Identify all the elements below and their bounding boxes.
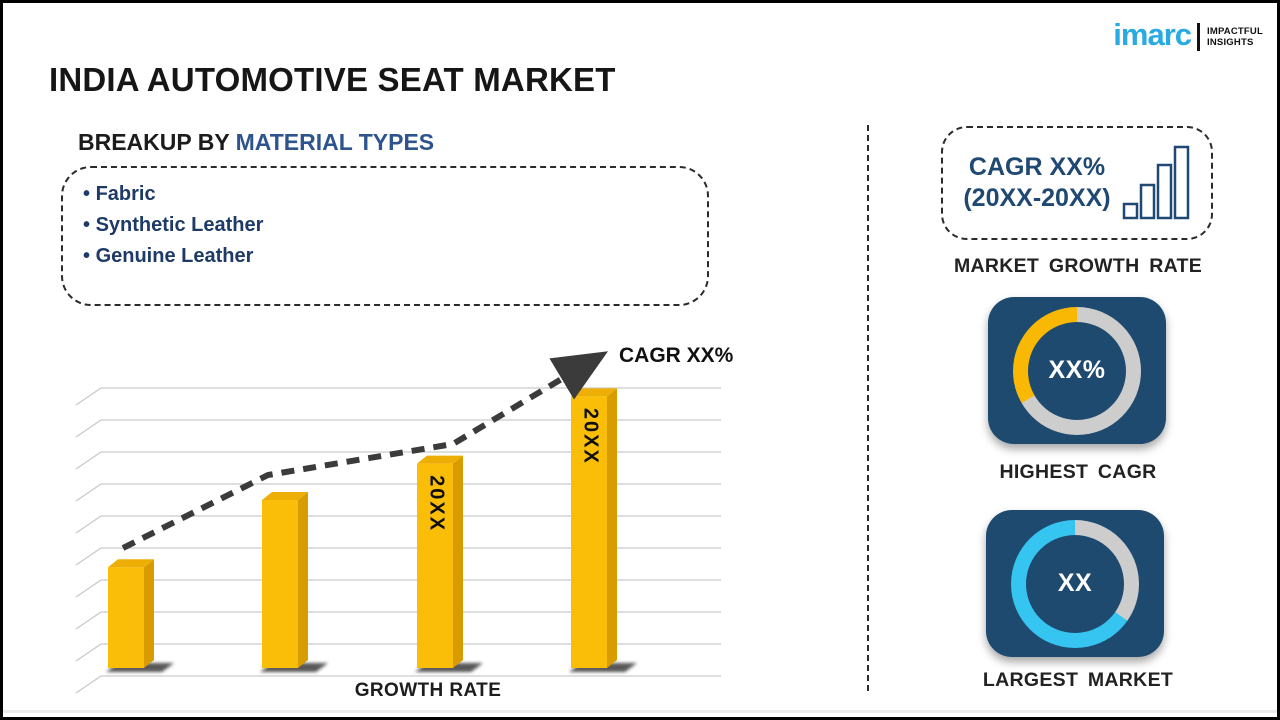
gridline-tick bbox=[75, 675, 102, 694]
list-item: Synthetic Leather bbox=[83, 210, 687, 241]
imarc-logo: imarc IMPACTFUL INSIGHTS bbox=[1113, 19, 1263, 54]
bar-label: 20XX bbox=[580, 408, 602, 465]
bar-side-face bbox=[144, 559, 154, 668]
list-item: Genuine Leather bbox=[83, 241, 687, 272]
breakup-heading: BREAKUP BY MATERIAL TYPES bbox=[78, 129, 434, 156]
gridline-tick bbox=[75, 547, 102, 566]
imarc-logo-brand: imarc bbox=[1113, 17, 1192, 52]
gridline-tick bbox=[75, 643, 102, 662]
gridline-tick bbox=[75, 515, 102, 534]
cagr-annotation: CAGR XX% bbox=[619, 344, 734, 367]
gridline-tick bbox=[75, 483, 102, 502]
logo-tagline-line1: IMPACTFUL bbox=[1207, 25, 1263, 37]
bar bbox=[108, 567, 144, 668]
gridline-tick bbox=[75, 579, 102, 598]
chart-x-axis-label: GROWTH RATE bbox=[354, 680, 502, 701]
bar bbox=[571, 396, 607, 668]
material-types-box: Fabric Synthetic Leather Genuine Leather bbox=[61, 166, 709, 306]
logo-divider-bar bbox=[1197, 22, 1201, 51]
highest-cagr-caption: HIGHEST CAGR bbox=[999, 461, 1157, 483]
cagr-line2: (20XX-20XX) bbox=[963, 184, 1111, 212]
list-item: Fabric bbox=[83, 179, 687, 210]
trend-arrow bbox=[121, 351, 609, 551]
bottom-strip bbox=[3, 710, 1277, 713]
bar-top-face bbox=[262, 492, 308, 500]
breakup-heading-accent: MATERIAL TYPES bbox=[235, 129, 435, 155]
bar-top-face bbox=[417, 455, 463, 464]
breakup-heading-prefix: BREAKUP BY bbox=[78, 129, 236, 155]
donut-hole bbox=[1026, 534, 1124, 633]
bar-top-face bbox=[108, 559, 154, 568]
bar-side-face bbox=[453, 455, 463, 668]
largest-market-value: XX bbox=[1057, 569, 1093, 597]
bar-label: 20XX bbox=[426, 475, 448, 532]
highest-cagr-donut-chart: XX% bbox=[1013, 306, 1141, 435]
largest-market-tile: XX bbox=[986, 510, 1164, 657]
gridline-tick bbox=[75, 451, 102, 470]
logo-tagline-line2: INSIGHTS bbox=[1207, 36, 1254, 48]
gridline-tick bbox=[75, 419, 102, 438]
growth-bars-icon bbox=[1122, 145, 1189, 220]
section-divider bbox=[867, 125, 869, 691]
donut-hole bbox=[1028, 321, 1126, 420]
bar bbox=[262, 500, 298, 668]
logo-tagline: IMPACTFUL INSIGHTS bbox=[1207, 26, 1263, 48]
largest-market-caption: LARGEST MARKET bbox=[982, 669, 1174, 691]
bar-side-face bbox=[298, 492, 308, 668]
market-growth-rate-caption: MARKET GROWTH RATE bbox=[953, 255, 1203, 277]
largest-market-donut-chart: XX bbox=[1011, 519, 1139, 648]
cagr-placeholder-text: CAGR XX% (20XX-20XX) bbox=[963, 152, 1110, 214]
material-types-list: Fabric Synthetic Leather Genuine Leather bbox=[83, 179, 687, 272]
highest-cagr-value: XX% bbox=[1048, 356, 1106, 384]
bar-side-face bbox=[607, 388, 617, 668]
gridline-tick bbox=[75, 387, 102, 406]
market-growth-rate-box: CAGR XX% (20XX-20XX) bbox=[941, 126, 1213, 240]
page-title: INDIA AUTOMOTIVE SEAT MARKET bbox=[49, 61, 616, 98]
gridline-tick bbox=[75, 611, 102, 630]
growth-rate-bar-chart: 20XX 20XX bbox=[75, 351, 721, 694]
cagr-line1: CAGR XX% bbox=[968, 153, 1106, 181]
highest-cagr-tile: XX% bbox=[988, 297, 1166, 444]
bar bbox=[417, 463, 453, 668]
